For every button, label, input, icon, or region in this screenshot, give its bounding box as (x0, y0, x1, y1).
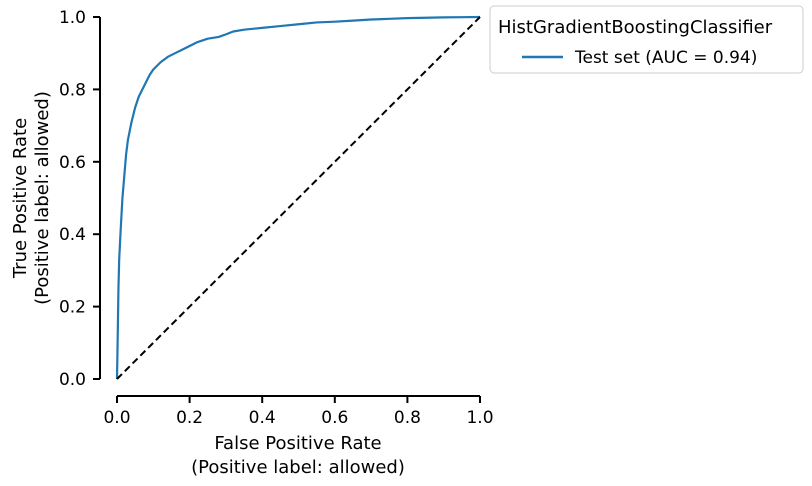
x-tick-label: 0.0 (103, 408, 130, 428)
x-tick-label: 1.0 (466, 408, 493, 428)
y-tick-label: 0.4 (59, 225, 86, 245)
y-axis-label-line-2: (Positive label: allowed) (32, 91, 53, 305)
legend-frame (489, 5, 804, 74)
x-axis-label: False Positive Rate (Positive label: all… (191, 433, 405, 478)
roc-curve-test-set (115, 15, 481, 380)
y-tick-label: 1.0 (59, 8, 86, 28)
plot-lines (115, 15, 481, 380)
y-axis-ticks: 0.0 0.2 0.4 0.6 0.8 1.0 (59, 8, 100, 390)
x-axis-label-line-1: False Positive Rate (214, 433, 381, 454)
legend: HistGradientBoostingClassifier Test set … (489, 5, 804, 74)
x-axis-ticks: 0.0 0.2 0.4 0.6 0.8 1.0 (103, 396, 494, 428)
y-tick-label: 0.8 (59, 80, 86, 100)
y-axis-label-line-1: True Positive Rate (10, 118, 31, 279)
x-tick-label: 0.4 (249, 408, 276, 428)
chance-level-line (116, 16, 481, 380)
y-tick-label: 0.6 (59, 153, 86, 173)
y-tick-label: 0.2 (59, 298, 86, 318)
axes: 0.0 0.2 0.4 0.6 0.8 1.0 0.0 0.2 0.4 0.6 0.8 1.0 (59, 8, 494, 428)
x-axis-label-line-2: (Positive label: allowed) (191, 457, 405, 478)
legend-entry-test-set: Test set (AUC = 0.94) (574, 48, 757, 68)
y-tick-label: 0.0 (59, 370, 86, 390)
x-tick-label: 0.2 (176, 408, 203, 428)
y-axis-label: True Positive Rate (Positive label: allo… (10, 91, 53, 305)
x-tick-label: 0.8 (394, 408, 421, 428)
legend-title: HistGradientBoostingClassifier (498, 17, 773, 38)
x-tick-label: 0.6 (321, 408, 348, 428)
